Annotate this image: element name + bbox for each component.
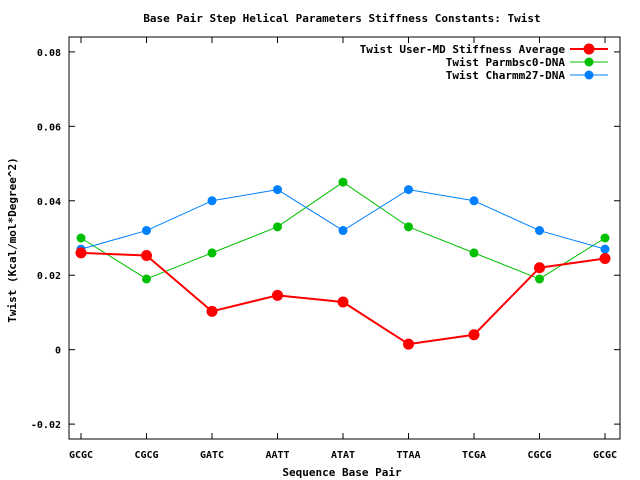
series-point-2 [535,226,544,236]
series-point-0 [206,305,218,317]
x-tick-label: CGCG [527,450,551,461]
series-point-0 [599,252,611,264]
series-line-2 [80,189,606,250]
x-tick-label: TTAA [396,450,420,461]
x-tick-label: GCGC [593,450,617,461]
x-tick-label: TCGA [462,450,486,461]
legend-label-2: Twist Charmm27-DNA [446,69,566,82]
chart-title: Base Pair Step Helical Parameters Stiffn… [143,12,540,25]
x-axis: GCGC CGCG GATC AATT ATAT TTAA TCGA CGCG GCGC [69,37,617,461]
plot-frame [68,36,621,440]
series-point-1 [338,177,348,187]
x-tick-label: ATAT [331,450,355,461]
series-point-0 [403,338,414,350]
series-point-0 [141,249,152,261]
series-point-2 [142,226,151,236]
y-axis: -0.02 0 0.02 0.04 0.06 0.08 [31,48,620,431]
series-point-2 [338,226,348,236]
series-point-1 [207,248,217,258]
series-point-0 [534,262,545,274]
y-tick-label: 0.02 [37,271,61,282]
legend-marker-1 [584,57,594,67]
series-point-0 [75,247,87,259]
series-point-1 [273,222,282,232]
x-tick-label: CGCG [134,450,158,461]
series-point-2 [469,196,479,206]
series-point-2 [404,185,413,195]
series-point-1 [142,274,151,284]
x-tick-label: AATT [265,450,289,461]
y-axis-label: Twist (Kcal/mol*Degree^2) [6,157,19,323]
series-point-1 [469,248,479,258]
y-tick-label: 0.08 [37,48,61,59]
legend-marker-0 [583,43,595,55]
series-point-2 [207,196,217,206]
series-point-1 [535,274,544,284]
y-tick-label: 0.04 [37,197,61,208]
legend-marker-2 [584,70,594,80]
series-point-0 [272,289,283,301]
series-point-0 [468,329,480,341]
y-tick-label: 0 [55,346,61,357]
series-point-0 [337,296,349,308]
series-point-2 [600,244,610,254]
series-layer [75,177,611,350]
series-point-1 [404,222,413,232]
legend-label-1: Twist Parmbsc0-DNA [446,56,566,69]
y-tick-label: 0.06 [37,122,61,133]
y-tick-label: -0.02 [31,420,61,431]
legend-label-0: Twist User-MD Stiffness Average [360,43,566,56]
x-axis-label: Sequence Base Pair [282,466,402,479]
series-point-2 [273,185,282,195]
series-point-1 [76,233,86,243]
series-point-1 [600,233,610,243]
x-tick-label: GCGC [69,450,93,461]
x-tick-label: GATC [200,450,224,461]
